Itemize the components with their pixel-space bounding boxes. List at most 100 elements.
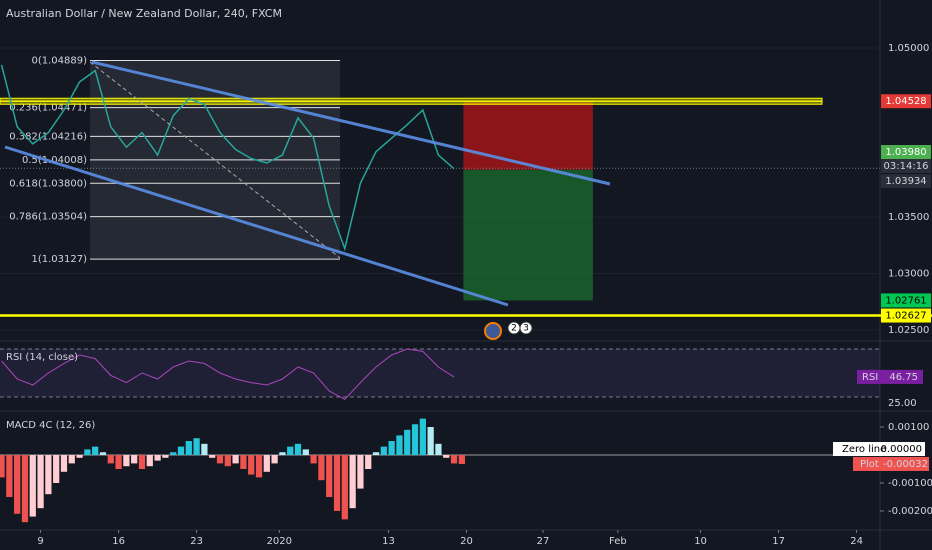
x-tick-label: 16 [112,536,125,547]
y-tick-label: -0.00100 [888,478,932,489]
macd-bar [45,455,52,495]
macd-bar [271,455,278,464]
marker-price-label-bg [881,145,931,160]
macd-bar [427,427,434,456]
macd-bar [53,455,60,483]
macd-bar [411,424,419,456]
macd-bar [21,455,29,523]
macd-bar [29,455,36,517]
zero-tag-name: Zero line [842,444,886,455]
macd-bar [209,455,216,458]
x-tick-label: 23 [190,536,203,547]
event-marker [519,321,533,335]
fib-label: 0.618(1.03800) [9,178,87,189]
fib-label: 0(1.04889) [31,56,87,67]
pane-title: RSI (14, close) [6,352,78,363]
stop-label: 1.04528 [885,96,926,107]
macd-bar [341,455,348,520]
macd-bar [404,429,411,456]
macd-bar [255,455,263,478]
y-tick-label: 0.00100 [888,422,929,433]
fib-label: 0.5(1.04008) [22,155,87,166]
macd-bar [99,452,107,456]
hline-label-bg [881,308,931,323]
y-tick-label: 1.05000 [888,43,929,54]
x-tick-label: 27 [537,536,550,547]
macd-bar [372,452,380,456]
macd-bar [131,455,138,464]
rsi-tag-name: RSI [862,372,878,383]
price-line [0,64,455,252]
macd-bar [37,455,44,509]
target-label-bg [881,293,931,308]
macd-bar [349,455,356,509]
hline-label: 1.02627 [885,311,926,322]
channel-lower [4,145,509,307]
macd-bar [450,455,458,464]
macd-bar [263,455,270,472]
y-tick-label: 1.03000 [888,268,929,279]
macd-bar [6,455,13,497]
macd-bar [318,455,325,481]
macd-bar [170,452,177,456]
macd-bar [396,435,403,456]
macd-bar [302,449,309,456]
macd-bar [185,441,192,456]
macd-bar [287,446,294,456]
zero-tag-value: 0.00000 [881,444,922,455]
macd-bar [162,455,169,458]
y-tick-label: 1.02500 [888,325,929,336]
macd-bar [14,455,21,514]
macd-bar [216,455,224,464]
macd-bar [123,455,130,467]
macd-bar [248,455,255,475]
macd-bar [107,455,114,464]
last-price-label: 1.03934 [885,176,926,187]
pane-title: MACD 4C (12, 26) [6,420,95,431]
fib-label: 0.786(1.03504) [9,212,87,223]
macd-bar [294,443,302,456]
target-label: 1.02761 [885,295,926,306]
macd-bar [115,455,122,470]
rsi-tag-bg [857,369,923,384]
plot-layer: 0(1.04889) 0.236(1.04471) 0.382(1.04216) 0.… [0,47,932,523]
horizontal-band [0,97,823,105]
y-tick-label: -0.00200 [888,506,932,517]
target-zone [463,169,593,301]
fib-label: 0.236(1.04471) [9,103,87,114]
fib-label: 0.382(1.04216) [9,131,87,142]
macd-bar [76,455,83,458]
x-tick-label: 24 [850,536,863,547]
last-price-label-bg [881,174,931,189]
zero-tag-bg [833,442,925,457]
x-tick-label: 17 [772,536,785,547]
fib-label: 1(1.03127) [31,254,87,265]
macd-bar [154,455,161,461]
macd-bar [177,446,185,456]
stop-zone [463,101,593,170]
macd-bar [232,455,239,464]
macd-bar [333,455,341,511]
macd-bar [92,446,99,456]
macd-bar [380,446,387,456]
macd-bar [224,455,231,467]
macd-bar [443,455,450,458]
x-tick-label: 10 [694,536,707,547]
event-label: 3 [523,324,529,334]
macd-bar [279,452,286,456]
plot-tag-value: -0.00032 [883,459,928,470]
macd-bar [435,443,442,456]
fib-trend-line [89,61,341,259]
macd-bar [326,455,333,497]
chart-title: Australian Dollar / New Zealand Dollar, … [6,7,282,20]
rsi-background [0,348,880,398]
rsi-line [1,348,455,401]
macd-bar [357,455,364,489]
x-tick-label: 13 [382,536,395,547]
plot-tag-name: Plot [860,459,879,470]
x-tick-label: 20 [460,536,473,547]
rsi-tag-value: 46.75 [889,372,918,383]
countdown-label-bg [881,159,931,174]
